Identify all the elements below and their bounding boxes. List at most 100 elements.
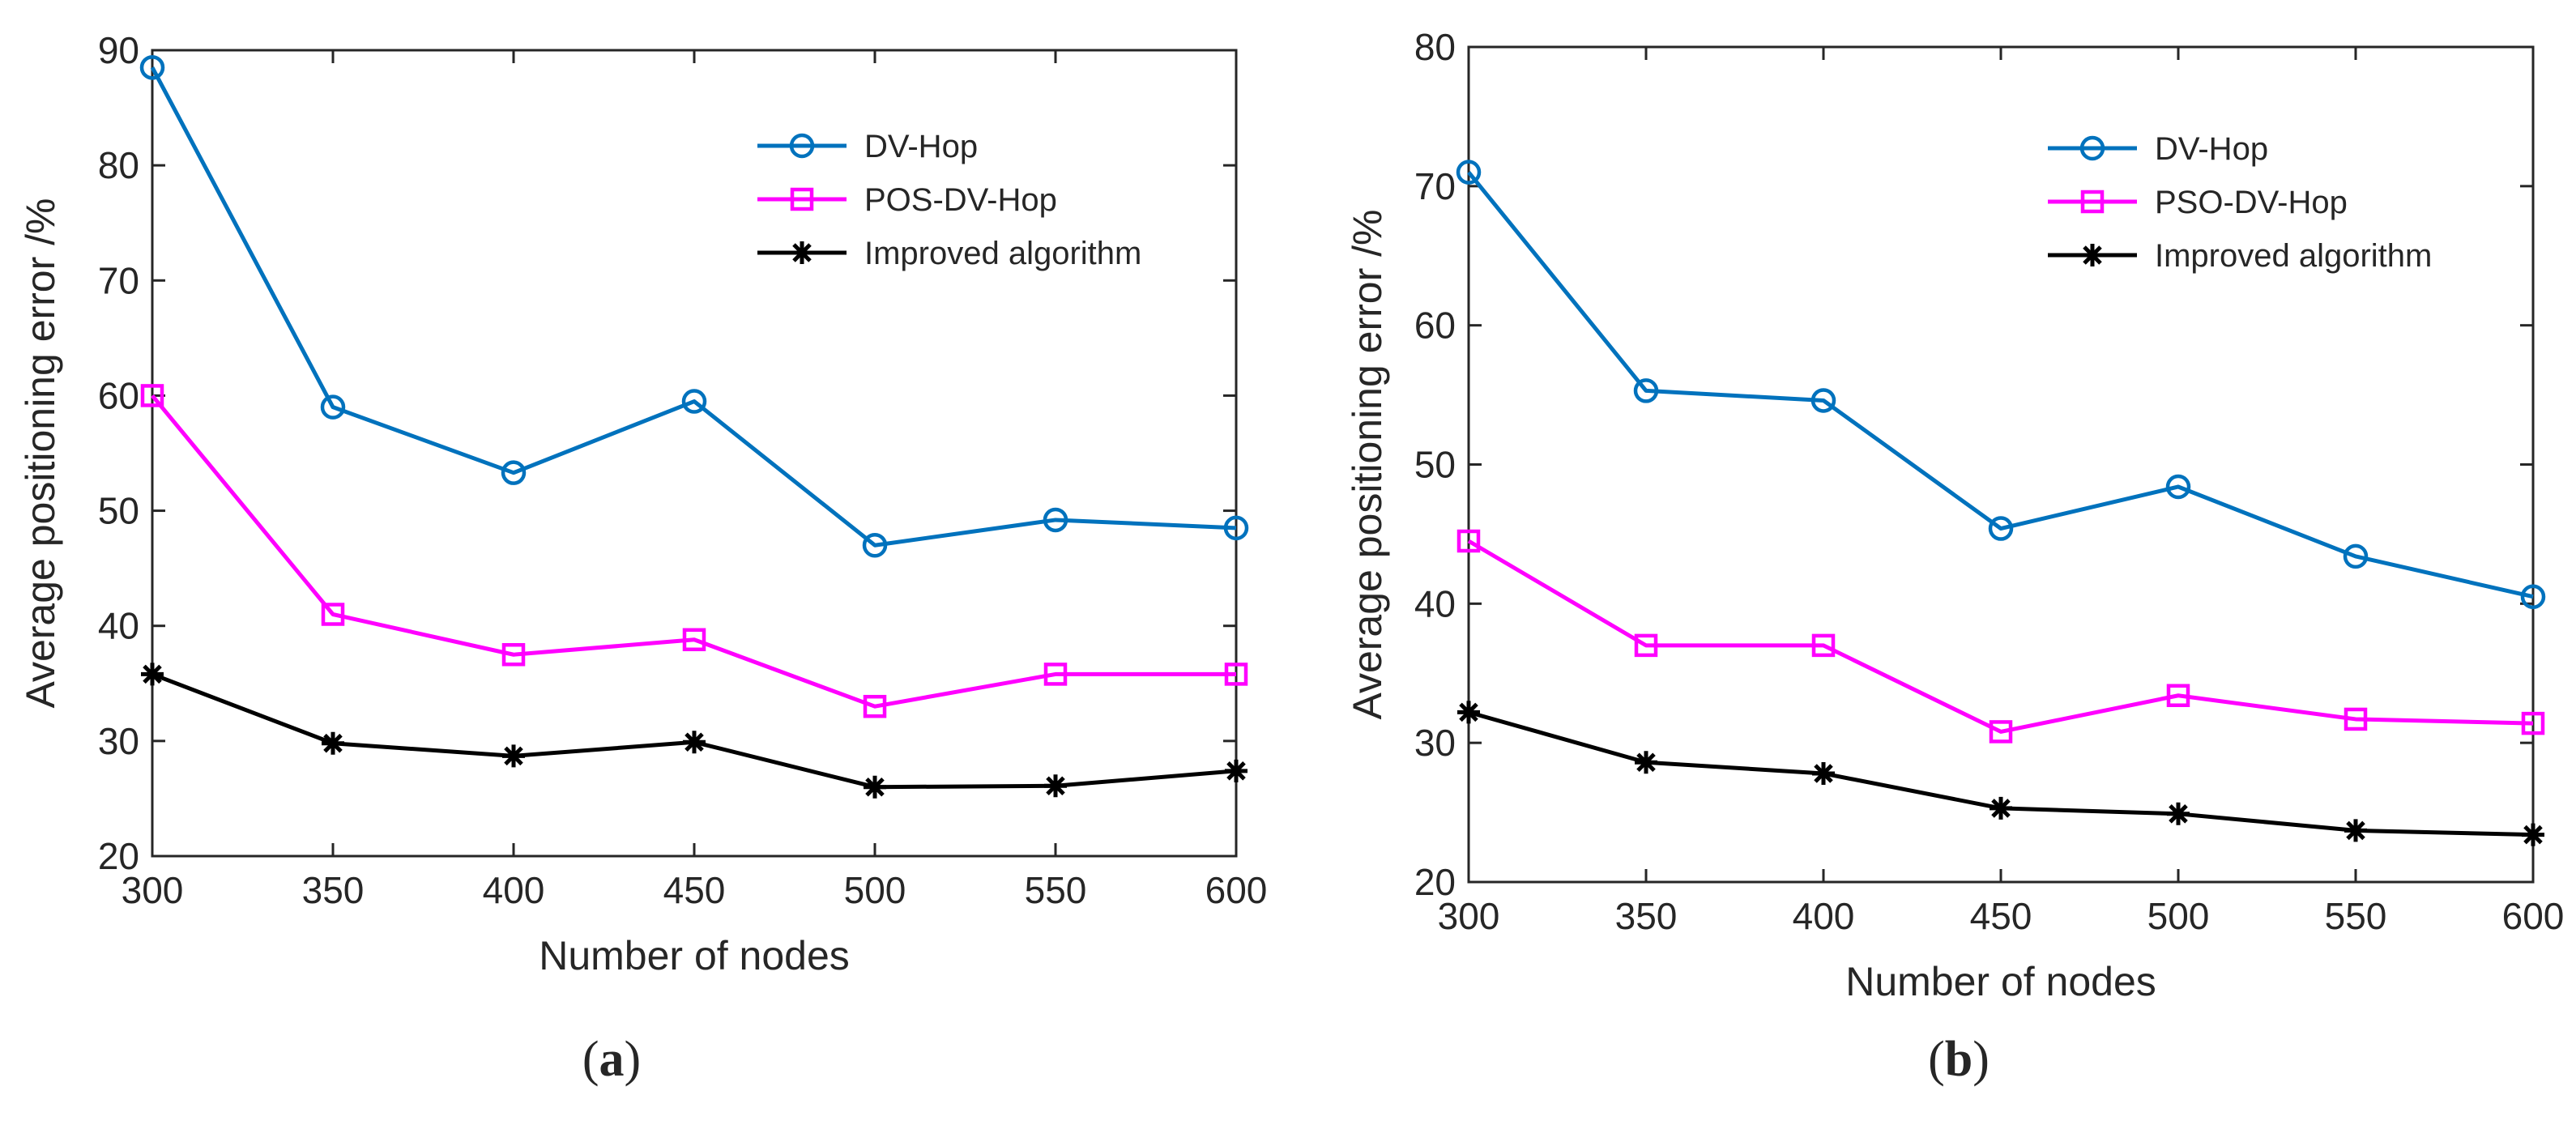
y-tick-label: 60 (98, 374, 139, 416)
caption-close-paren: ) (1973, 1032, 1990, 1087)
legend-marker (791, 241, 813, 264)
data-point (862, 532, 888, 558)
y-axis-title: Average positioning error /% (1345, 210, 1390, 720)
legend-item: Improved algorithm (757, 236, 1141, 271)
data-point (1990, 796, 2012, 820)
x-tick-label: 300 (1438, 895, 1500, 937)
series-dv-hop (1456, 160, 2546, 609)
y-axis-title: Average positioning error /% (18, 198, 63, 709)
x-tick-label: 350 (1615, 895, 1678, 937)
data-point (681, 389, 707, 414)
panel-caption: (a) (582, 1032, 641, 1087)
y-tick-label: 80 (98, 144, 139, 186)
caption-label: b (1945, 1032, 1973, 1087)
legend-item: POS-DV-Hop (757, 182, 1057, 218)
data-point (1810, 388, 1836, 413)
data-point (1635, 751, 1657, 774)
x-tick-label: 300 (122, 869, 184, 911)
data-point (139, 55, 165, 80)
data-point (682, 628, 706, 652)
legend-marker (2079, 135, 2105, 161)
caption-open-paren: ( (582, 1032, 599, 1087)
x-axis-title: Number of nodes (1845, 959, 2156, 1004)
series-line (150, 66, 1237, 548)
y-tick-label: 80 (1414, 26, 1456, 68)
caption-close-paren: ) (625, 1032, 642, 1087)
data-point (1633, 378, 1659, 403)
caption-open-paren: ( (1928, 1032, 1945, 1087)
data-point (2521, 711, 2545, 735)
data-point (501, 460, 527, 485)
y-tick-label: 40 (98, 605, 139, 647)
data-point (1812, 761, 1835, 785)
y-axis: 20 30 40 50 60 70 80 (1414, 26, 2533, 903)
x-tick-label: 450 (1970, 895, 2032, 937)
legend-label: Improved algorithm (2155, 238, 2432, 274)
data-point (502, 744, 525, 768)
legend-item: Improved algorithm (2048, 238, 2432, 274)
data-point (501, 643, 526, 667)
legend-item: DV-Hop (2048, 131, 2268, 167)
data-point (1988, 516, 2014, 541)
x-tick-label: 350 (302, 869, 365, 911)
legend: DV-Hop PSO-DV-Hop Improved algorithm (2048, 131, 2432, 274)
y-tick-label: 70 (1414, 165, 1456, 207)
series-improved-algorithm (141, 663, 1247, 799)
legend-label: Improved algorithm (864, 236, 1141, 271)
data-point (1043, 507, 1068, 533)
data-point (863, 694, 887, 718)
series-pos-dv-hop (140, 384, 1248, 718)
y-tick-label: 20 (1414, 861, 1456, 903)
data-point (320, 394, 346, 420)
y-tick-label: 90 (98, 29, 139, 71)
data-point (322, 731, 344, 755)
x-tick-label: 550 (1025, 869, 1087, 911)
data-point (140, 384, 164, 407)
x-tick-label: 500 (2147, 895, 2210, 937)
data-point (1044, 774, 1067, 798)
legend-item: DV-Hop (757, 129, 978, 164)
x-tick-label: 400 (483, 869, 545, 911)
data-point (1043, 663, 1068, 686)
x-tick-label: 500 (844, 869, 906, 911)
series-pso-dv-hop (1456, 529, 2545, 744)
legend-marker (790, 187, 814, 211)
series-improved-algorithm (1457, 701, 2544, 846)
y-tick-label: 20 (98, 835, 139, 877)
data-point (2166, 684, 2190, 707)
series-line (1467, 171, 2534, 599)
data-point (2167, 802, 2190, 825)
x-tick-label: 400 (1793, 895, 1855, 937)
data-point (1223, 515, 1249, 541)
caption-label: a (599, 1032, 625, 1087)
x-tick-label: 600 (2502, 895, 2565, 937)
x-tick-label: 450 (663, 869, 726, 911)
panel-caption: (b) (1928, 1032, 1990, 1087)
data-point (2344, 819, 2367, 842)
data-point (321, 603, 345, 626)
data-point (2165, 474, 2191, 500)
y-tick-label: 30 (98, 720, 139, 762)
x-tick-label: 600 (1205, 869, 1268, 911)
data-point (1811, 633, 1836, 658)
series-line (1467, 539, 2534, 734)
data-point (1989, 720, 2013, 744)
series-line (151, 672, 1237, 790)
legend-marker (789, 133, 815, 159)
data-point (2520, 584, 2546, 609)
chart-b: 300 350 400 450 500 550 600 20 30 40 50 60 70 80 Numbe… (1345, 26, 2564, 1087)
y-tick-label: 60 (1414, 305, 1456, 347)
data-point (1456, 529, 1481, 553)
y-tick-label: 40 (1414, 582, 1456, 624)
data-point (2344, 707, 2368, 731)
legend-label: POS-DV-Hop (864, 182, 1057, 218)
legend-item: PSO-DV-Hop (2048, 185, 2348, 220)
data-point (2343, 543, 2369, 569)
series-dv-hop (139, 55, 1249, 558)
legend-marker (2081, 244, 2104, 266)
data-point (1456, 160, 1482, 185)
y-tick-label: 50 (98, 490, 139, 532)
data-point (864, 775, 886, 799)
legend-label: DV-Hop (2155, 131, 2268, 167)
y-tick-label: 70 (98, 259, 139, 301)
